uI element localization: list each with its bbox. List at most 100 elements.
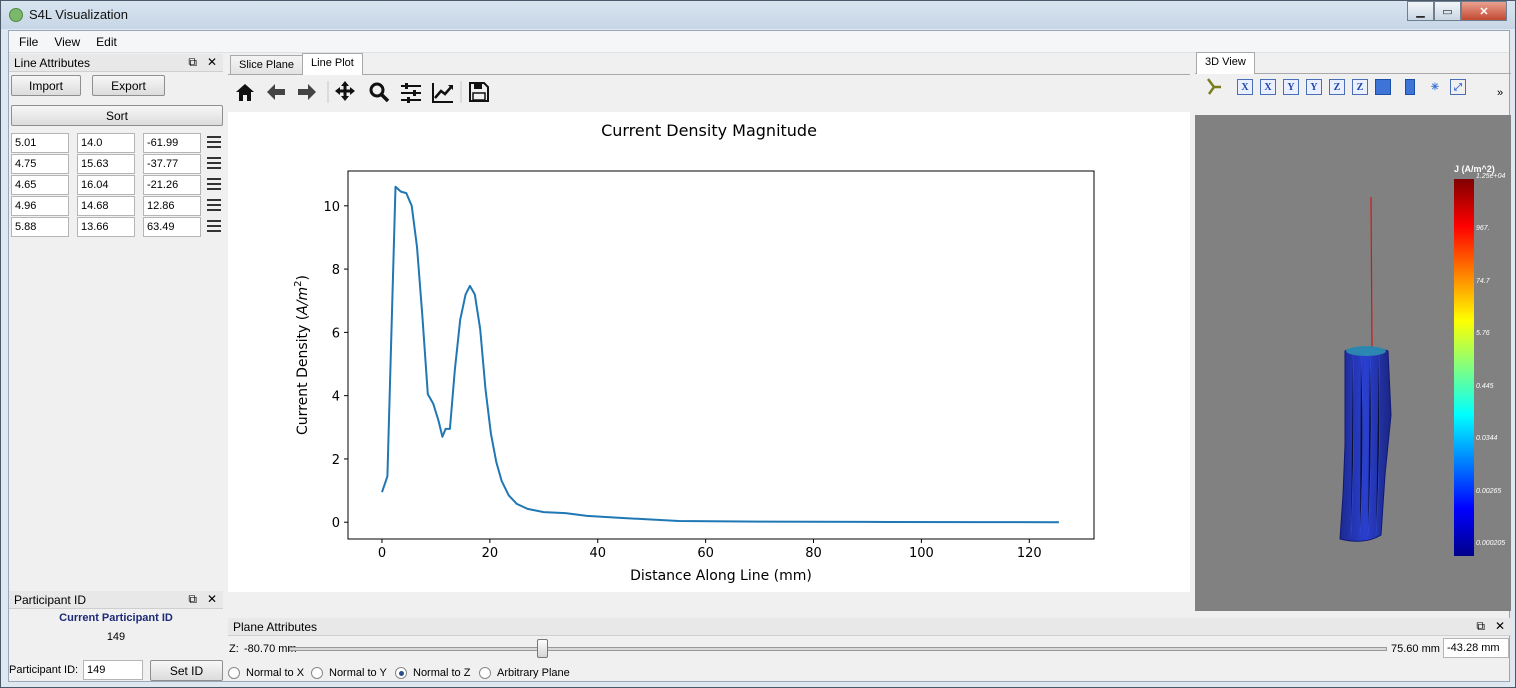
x-coord-field[interactable]: 4.65 xyxy=(11,175,69,195)
menu-view[interactable]: View xyxy=(54,34,81,49)
colorbar-tick-label: 0.0344 xyxy=(1476,435,1498,443)
radio-normal-x-circle[interactable] xyxy=(228,667,240,679)
y-coord-field[interactable]: 15.63 xyxy=(77,154,135,174)
attribute-row: 5.88 13.66 63.49 xyxy=(11,217,225,237)
tab-line-plot[interactable]: Line Plot xyxy=(302,53,363,75)
x-coord-field[interactable]: 4.75 xyxy=(11,154,69,174)
z-coord-field[interactable]: -21.26 xyxy=(143,175,201,195)
z-slider-handle[interactable] xyxy=(536,639,548,658)
close-dock-icon[interactable]: ✕ xyxy=(206,592,217,606)
row-menu-icon[interactable] xyxy=(207,136,221,150)
export-button[interactable]: Export xyxy=(92,75,165,96)
window-controls: ▁ ▭ ✕ xyxy=(1407,1,1507,21)
view3d-tabs: 3D View xyxy=(1196,52,1255,74)
set-id-button[interactable]: Set ID xyxy=(150,660,223,681)
close-window-button[interactable]: ✕ xyxy=(1461,1,1507,21)
z-label: Z: xyxy=(229,643,239,655)
y-coord-field[interactable]: 13.66 xyxy=(77,217,135,237)
radio-normal-z-circle[interactable] xyxy=(395,667,407,679)
y-tick-label: 0 xyxy=(332,516,340,531)
float-dock-icon[interactable]: ⧉ xyxy=(188,592,197,606)
tab-slice-plane[interactable]: Slice Plane xyxy=(230,55,304,75)
colorbar-tick-label: 5.76 xyxy=(1476,330,1490,338)
split-icon[interactable] xyxy=(1405,79,1415,95)
subplots-config-icon[interactable] xyxy=(401,83,421,103)
y-tick-label: 2 xyxy=(332,453,340,468)
x-tick-label: 0 xyxy=(378,546,386,561)
float-dock-icon[interactable]: ⧉ xyxy=(188,55,197,69)
series-line xyxy=(381,185,1059,524)
z-coord-field[interactable]: -61.99 xyxy=(143,133,201,153)
sort-button[interactable]: Sort xyxy=(11,105,223,126)
z-view-neg-icon[interactable]: Z xyxy=(1352,79,1368,95)
float-dock-icon[interactable]: ⧉ xyxy=(1476,619,1485,633)
minimize-button[interactable]: ▁ xyxy=(1407,1,1434,21)
radio-arbitrary-plane[interactable]: Arbitrary Plane xyxy=(479,667,570,679)
z-slider-track[interactable] xyxy=(289,647,1387,651)
colorbar-tick-label: 0.445 xyxy=(1476,382,1494,390)
view3d-tab-divider xyxy=(1195,73,1511,74)
y-view-icon[interactable]: Y xyxy=(1283,79,1299,95)
z-coord-field[interactable]: 12.86 xyxy=(143,196,201,216)
more-icon[interactable]: » xyxy=(1497,87,1504,99)
reset-camera-icon[interactable]: ✳ xyxy=(1430,81,1440,93)
axes-edit-icon[interactable] xyxy=(432,83,453,103)
y-coord-field[interactable]: 14.68 xyxy=(77,196,135,216)
row-menu-icon[interactable] xyxy=(207,157,221,171)
radio-normal-y[interactable]: Normal to Y xyxy=(311,667,387,679)
colorbar xyxy=(1454,179,1474,556)
y-coord-field[interactable]: 16.04 xyxy=(77,175,135,195)
x-axis-label: Distance Along Line (mm) xyxy=(630,568,812,584)
radio-arbitrary-circle[interactable] xyxy=(479,667,491,679)
row-menu-icon[interactable] xyxy=(207,220,221,234)
radio-normal-x[interactable]: Normal to X xyxy=(228,667,304,679)
zoom-icon[interactable] xyxy=(369,82,390,103)
x-coord-field[interactable]: 4.96 xyxy=(11,196,69,216)
plane-attributes-title: Plane Attributes xyxy=(233,620,318,634)
maximize-button[interactable]: ▭ xyxy=(1434,1,1461,21)
z-coord-field[interactable]: -37.77 xyxy=(143,154,201,174)
back-arrow-icon[interactable] xyxy=(267,84,285,100)
participant-id-input[interactable]: 149 xyxy=(83,660,143,680)
line-chart: 0 20 40 60 80 100 120 0 2 4 6 8 10 Current Density Ma… xyxy=(293,121,1095,584)
forward-arrow-icon[interactable] xyxy=(298,84,316,100)
x-tick-label: 40 xyxy=(589,546,606,561)
radio-normal-z[interactable]: Normal to Z xyxy=(395,667,470,679)
fit-view-icon[interactable]: ⤢ xyxy=(1450,79,1466,95)
colorbar-tick-label: 0.00265 xyxy=(1476,487,1502,495)
z-coord-field[interactable]: 63.49 xyxy=(143,217,201,237)
close-dock-icon[interactable]: ✕ xyxy=(206,55,217,69)
iso-view-icon[interactable] xyxy=(1375,79,1391,95)
tab-3d-view[interactable]: 3D View xyxy=(1196,52,1255,74)
probe-line xyxy=(1370,196,1373,348)
radio-normal-y-circle[interactable] xyxy=(311,667,323,679)
window-title: S4L Visualization xyxy=(29,7,129,22)
3d-scene xyxy=(1339,196,1392,542)
save-icon[interactable] xyxy=(469,82,489,102)
menu-file[interactable]: File xyxy=(19,34,39,49)
import-button[interactable]: Import xyxy=(11,75,81,96)
z-view-icon[interactable]: Z xyxy=(1329,79,1345,95)
x-coord-field[interactable]: 5.88 xyxy=(11,217,69,237)
line-plot-canvas[interactable]: 0 20 40 60 80 100 120 0 2 4 6 8 10 Current Density Ma… xyxy=(228,112,1190,592)
x-view-neg-icon[interactable]: X xyxy=(1260,79,1276,95)
plot-frame xyxy=(347,170,1095,540)
close-dock-icon[interactable]: ✕ xyxy=(1494,619,1505,633)
row-menu-icon[interactable] xyxy=(207,178,221,192)
x-coord-field[interactable]: 5.01 xyxy=(11,133,69,153)
x-tick-label: 80 xyxy=(805,546,822,561)
attribute-row: 4.65 16.04 -21.26 xyxy=(11,175,225,195)
orient-axes-icon[interactable] xyxy=(1206,78,1222,96)
pan-icon[interactable] xyxy=(335,81,355,101)
app-icon xyxy=(9,8,23,22)
y-tick-label: 6 xyxy=(332,326,340,341)
z-value-field[interactable]: -43.28 mm xyxy=(1443,638,1509,658)
menu-edit[interactable]: Edit xyxy=(96,34,117,49)
row-menu-icon[interactable] xyxy=(207,199,221,213)
y-view-neg-icon[interactable]: Y xyxy=(1306,79,1322,95)
x-tick-label: 100 xyxy=(909,546,934,561)
x-view-icon[interactable]: X xyxy=(1237,79,1253,95)
home-icon[interactable] xyxy=(236,84,254,101)
y-coord-field[interactable]: 14.0 xyxy=(77,133,135,153)
